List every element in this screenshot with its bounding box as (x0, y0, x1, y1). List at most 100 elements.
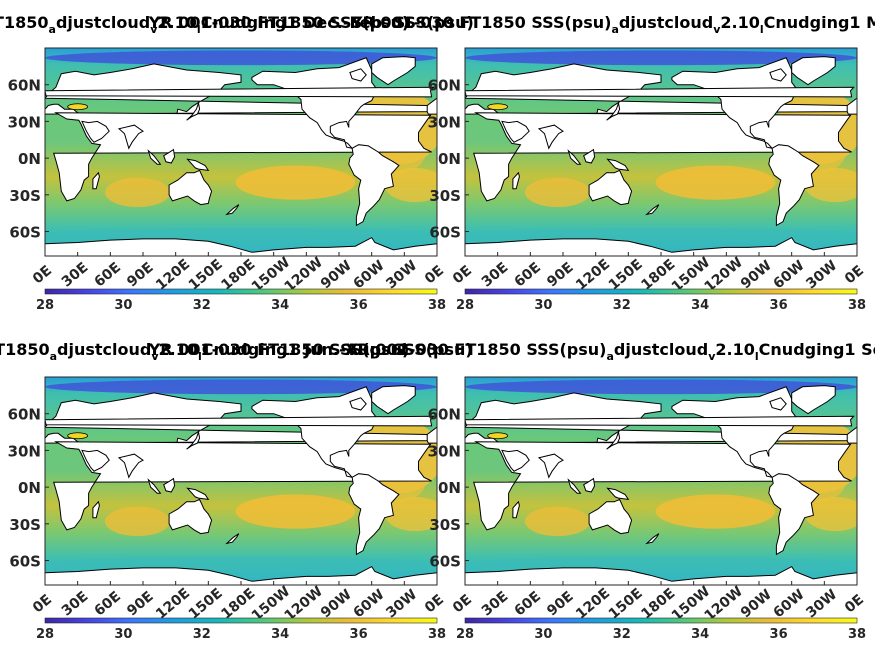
chart-title-part: a (606, 350, 613, 363)
colorbar (464, 617, 858, 624)
colorbar-tick-label: 34 (271, 298, 289, 313)
x-tick-label: 30E (479, 588, 512, 619)
landmass-africa (473, 112, 852, 202)
salinity-anomaly (104, 506, 171, 537)
landmass-africa (53, 112, 432, 202)
x-tick-label: 150E (606, 256, 646, 293)
colorbar-tick-label: 38 (848, 298, 866, 313)
landmass-india-pen (537, 124, 564, 150)
colorbar-tick-label: 28 (456, 627, 474, 642)
landmass-greenland (791, 56, 836, 86)
salinity-anomaly (45, 556, 437, 570)
x-tick-label: 120E (573, 256, 613, 293)
salinity-anomaly (235, 165, 356, 200)
chart-title-overlay: YR 001-030 FT1850 SSS(psu) (148, 340, 410, 359)
landmass-africa (53, 441, 432, 531)
landmass-madagascar (512, 500, 520, 519)
landmass-new-guinea (606, 158, 630, 172)
landmass-south-america (348, 144, 400, 227)
colorbar-tick-label: 28 (36, 298, 54, 313)
x-tick-label: 60W (771, 587, 808, 622)
colorbar-tick-label: 36 (770, 298, 788, 313)
landmass-greenland (791, 385, 836, 415)
chart-title-part: 0 BT1850 (0, 340, 50, 359)
chart-title-part: l (197, 23, 201, 36)
landmass-japan (186, 430, 201, 450)
x-tick-label: 0E (450, 263, 475, 288)
chart-title-part: Cnudging1 Mar.-M (764, 13, 875, 32)
landmass-uk (465, 415, 855, 427)
x-tick-label: 30W (383, 258, 420, 293)
y-tick-label: 60S (429, 224, 461, 242)
salinity-anomaly (384, 496, 437, 532)
landmass-australia (588, 169, 633, 206)
landmass-arabia (81, 449, 110, 472)
colorbar-tick-label: 30 (114, 298, 132, 313)
landmass-iberia (846, 97, 857, 115)
landmass-south-america (348, 473, 400, 556)
landmass-new-guinea (606, 487, 630, 501)
colorbar-tick-label: 38 (848, 627, 866, 642)
chart-title-part: l (755, 350, 759, 363)
chart-title-part: 2.10 (715, 340, 754, 359)
chart-title-part: 0 BT1850 (0, 13, 49, 32)
landmass-australia (168, 169, 213, 206)
landmass-uk (465, 86, 855, 98)
y-tick-label: 0N (438, 479, 461, 497)
landmass-japan (606, 430, 621, 450)
landmass-australia (168, 498, 213, 535)
landmass-madagascar (92, 500, 100, 519)
landmass-sumatra (147, 149, 162, 165)
landmass-baffin (349, 397, 367, 411)
chart-title-part: l (198, 350, 202, 363)
colorbar-tick-label: 38 (428, 298, 446, 313)
y-tick-label: 60N (8, 406, 41, 424)
colorbar-tick-label: 28 (36, 627, 54, 642)
x-tick-label: 30E (479, 259, 512, 290)
landmass-madagascar (92, 171, 100, 190)
landmass-antarctica (45, 236, 437, 256)
chart-title-part: djustcloud (619, 13, 713, 32)
y-tick-label: 30N (8, 113, 41, 131)
x-tick-label: 30W (383, 587, 420, 622)
landmass-arabia (501, 120, 530, 143)
y-tick-label: 60S (9, 553, 41, 571)
colorbar-tick-label: 30 (114, 627, 132, 642)
x-tick-label: 0E (450, 592, 475, 617)
salinity-anomaly (804, 167, 857, 203)
salinity-anomaly (465, 556, 857, 570)
x-tick-label: 30W (803, 587, 840, 622)
y-tick-label: 30S (9, 187, 41, 205)
chart-title-part: djustcloud (614, 340, 708, 359)
chart-title: YR 001-030 FT1850 SSS(psu)adjustcloudv2.… (350, 13, 875, 36)
y-tick-label: 30N (8, 442, 41, 460)
x-tick-label: 120E (573, 585, 613, 622)
landmass-uk (45, 86, 435, 98)
colorbar-tick-label: 28 (456, 298, 474, 313)
salinity-anomaly (524, 506, 591, 537)
landmass-japan (186, 101, 201, 121)
landmass-south-america (768, 473, 820, 556)
landmass-arabia (81, 120, 110, 143)
landmass-antarctica (465, 565, 857, 585)
chart-title-overlay: YR 001-030 FT1850 SSS(psu) (148, 13, 410, 32)
salinity-anomaly (104, 177, 171, 208)
landmass-africa (473, 441, 852, 531)
x-tick-label: 60W (351, 587, 388, 622)
salinity-anomaly (45, 379, 437, 395)
x-tick-label: 90E (544, 259, 577, 290)
inland-sea (487, 432, 509, 440)
landmass-japan (606, 101, 621, 121)
y-tick-label: 0N (18, 479, 41, 497)
colorbar-tick-label: 34 (691, 627, 709, 642)
colorbar-tick-label: 32 (193, 298, 211, 313)
salinity-anomaly (465, 379, 857, 395)
chart-title-part: YR 001-030 FT1850 SSS(psu) (350, 13, 612, 32)
landmass-greenland (371, 56, 416, 86)
x-tick-label: 60E (91, 259, 124, 290)
x-tick-label: 90E (124, 259, 157, 290)
colorbar-tick-label: 36 (350, 627, 368, 642)
